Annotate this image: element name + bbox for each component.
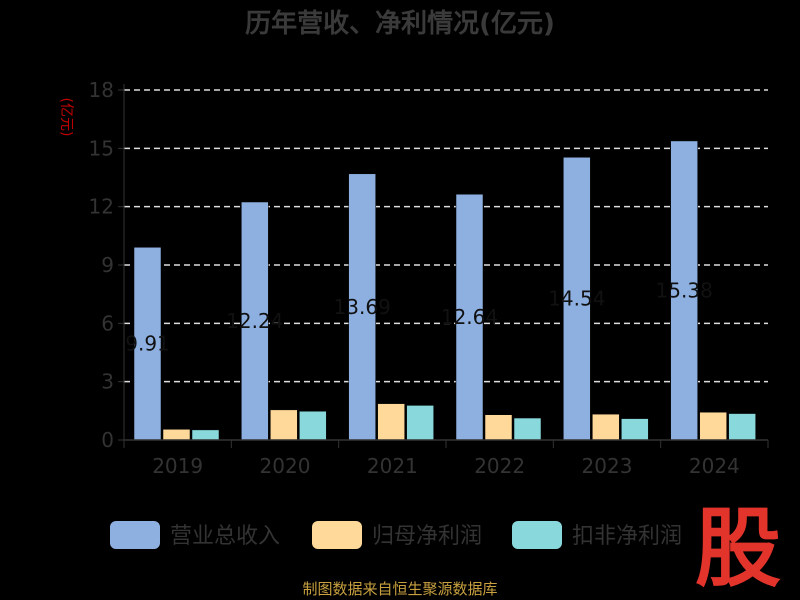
data-label-2019: 9.91: [125, 332, 170, 356]
legend-label-2: 扣非净利润: [572, 524, 682, 549]
bar-2024-series-1: [699, 411, 727, 441]
grid-lines: [124, 89, 768, 383]
bar-2023-series-0: [563, 157, 591, 441]
x-tick-label-2024: 2024: [689, 454, 740, 478]
legend-label-0: 营业总收入: [170, 524, 280, 549]
watermark-logo: 股: [686, 499, 790, 599]
y-tick-label-6: 6: [101, 311, 114, 335]
x-tick-label-2020: 2020: [260, 454, 311, 478]
data-label-2023: 14.54: [548, 287, 605, 311]
y-tick-label-0: 0: [101, 428, 114, 452]
y-tick-label-18: 18: [89, 78, 114, 102]
legend-label-1: 归母净利润: [372, 524, 482, 549]
x-tick-label-2023: 2023: [582, 454, 633, 478]
bar-series: [133, 140, 756, 441]
bar-2019-series-2: [191, 429, 220, 441]
footer-source: 制图数据来自恒生聚源数据库: [302, 580, 497, 598]
y-tick-label-9: 9: [101, 253, 114, 277]
bar-2019-series-1: [162, 429, 191, 441]
legend: 营业总收入 归母净利润 扣非净利润: [110, 521, 682, 549]
bar-2023-series-2: [621, 418, 649, 441]
bar-2024-series-2: [728, 413, 756, 441]
bar-2023-series-1: [592, 413, 620, 441]
y-tick-label-3: 3: [101, 370, 114, 394]
legend-swatch-0: [110, 521, 160, 549]
y-axis-ticks: 0 3 6 9 12 15 18: [89, 78, 124, 452]
data-label-2021: 13.69: [334, 295, 391, 319]
legend-swatch-1: [312, 521, 362, 549]
x-tick-label-2019: 2019: [152, 454, 203, 478]
data-label-2024: 15.38: [656, 278, 713, 302]
data-label-2020: 12.24: [226, 309, 283, 333]
bar-2020-series-0: [241, 201, 269, 441]
y-tick-label-15: 15: [89, 136, 114, 160]
bar-2020-series-2: [299, 410, 327, 441]
data-label-2022: 12.64: [441, 305, 498, 329]
bar-2022-series-2: [513, 417, 542, 441]
svg-text:(亿元): (亿元): [58, 98, 74, 137]
y-tick-label-12: 12: [89, 195, 114, 219]
bar-2022-series-1: [484, 414, 513, 441]
bar-2021-series-2: [406, 405, 434, 441]
bar-2019-series-0: [133, 247, 162, 441]
x-tick-label-2022: 2022: [474, 454, 525, 478]
svg-text:股: 股: [695, 499, 781, 599]
x-tick-label-2021: 2021: [367, 454, 418, 478]
chart-title: 历年营收、净利情况(亿元): [245, 8, 555, 39]
y-axis-unit-label: (亿元): [58, 98, 74, 137]
bar-2021-series-1: [377, 403, 405, 441]
legend-swatch-2: [512, 521, 562, 549]
data-labels: 9.91 12.24 13.69 12.64 14.54 15.38: [125, 278, 713, 355]
bar-2021-series-0: [348, 173, 376, 441]
bar-2020-series-1: [270, 409, 298, 441]
x-axis: 2019 2020 2021 2022 2023 2024: [123, 84, 769, 478]
